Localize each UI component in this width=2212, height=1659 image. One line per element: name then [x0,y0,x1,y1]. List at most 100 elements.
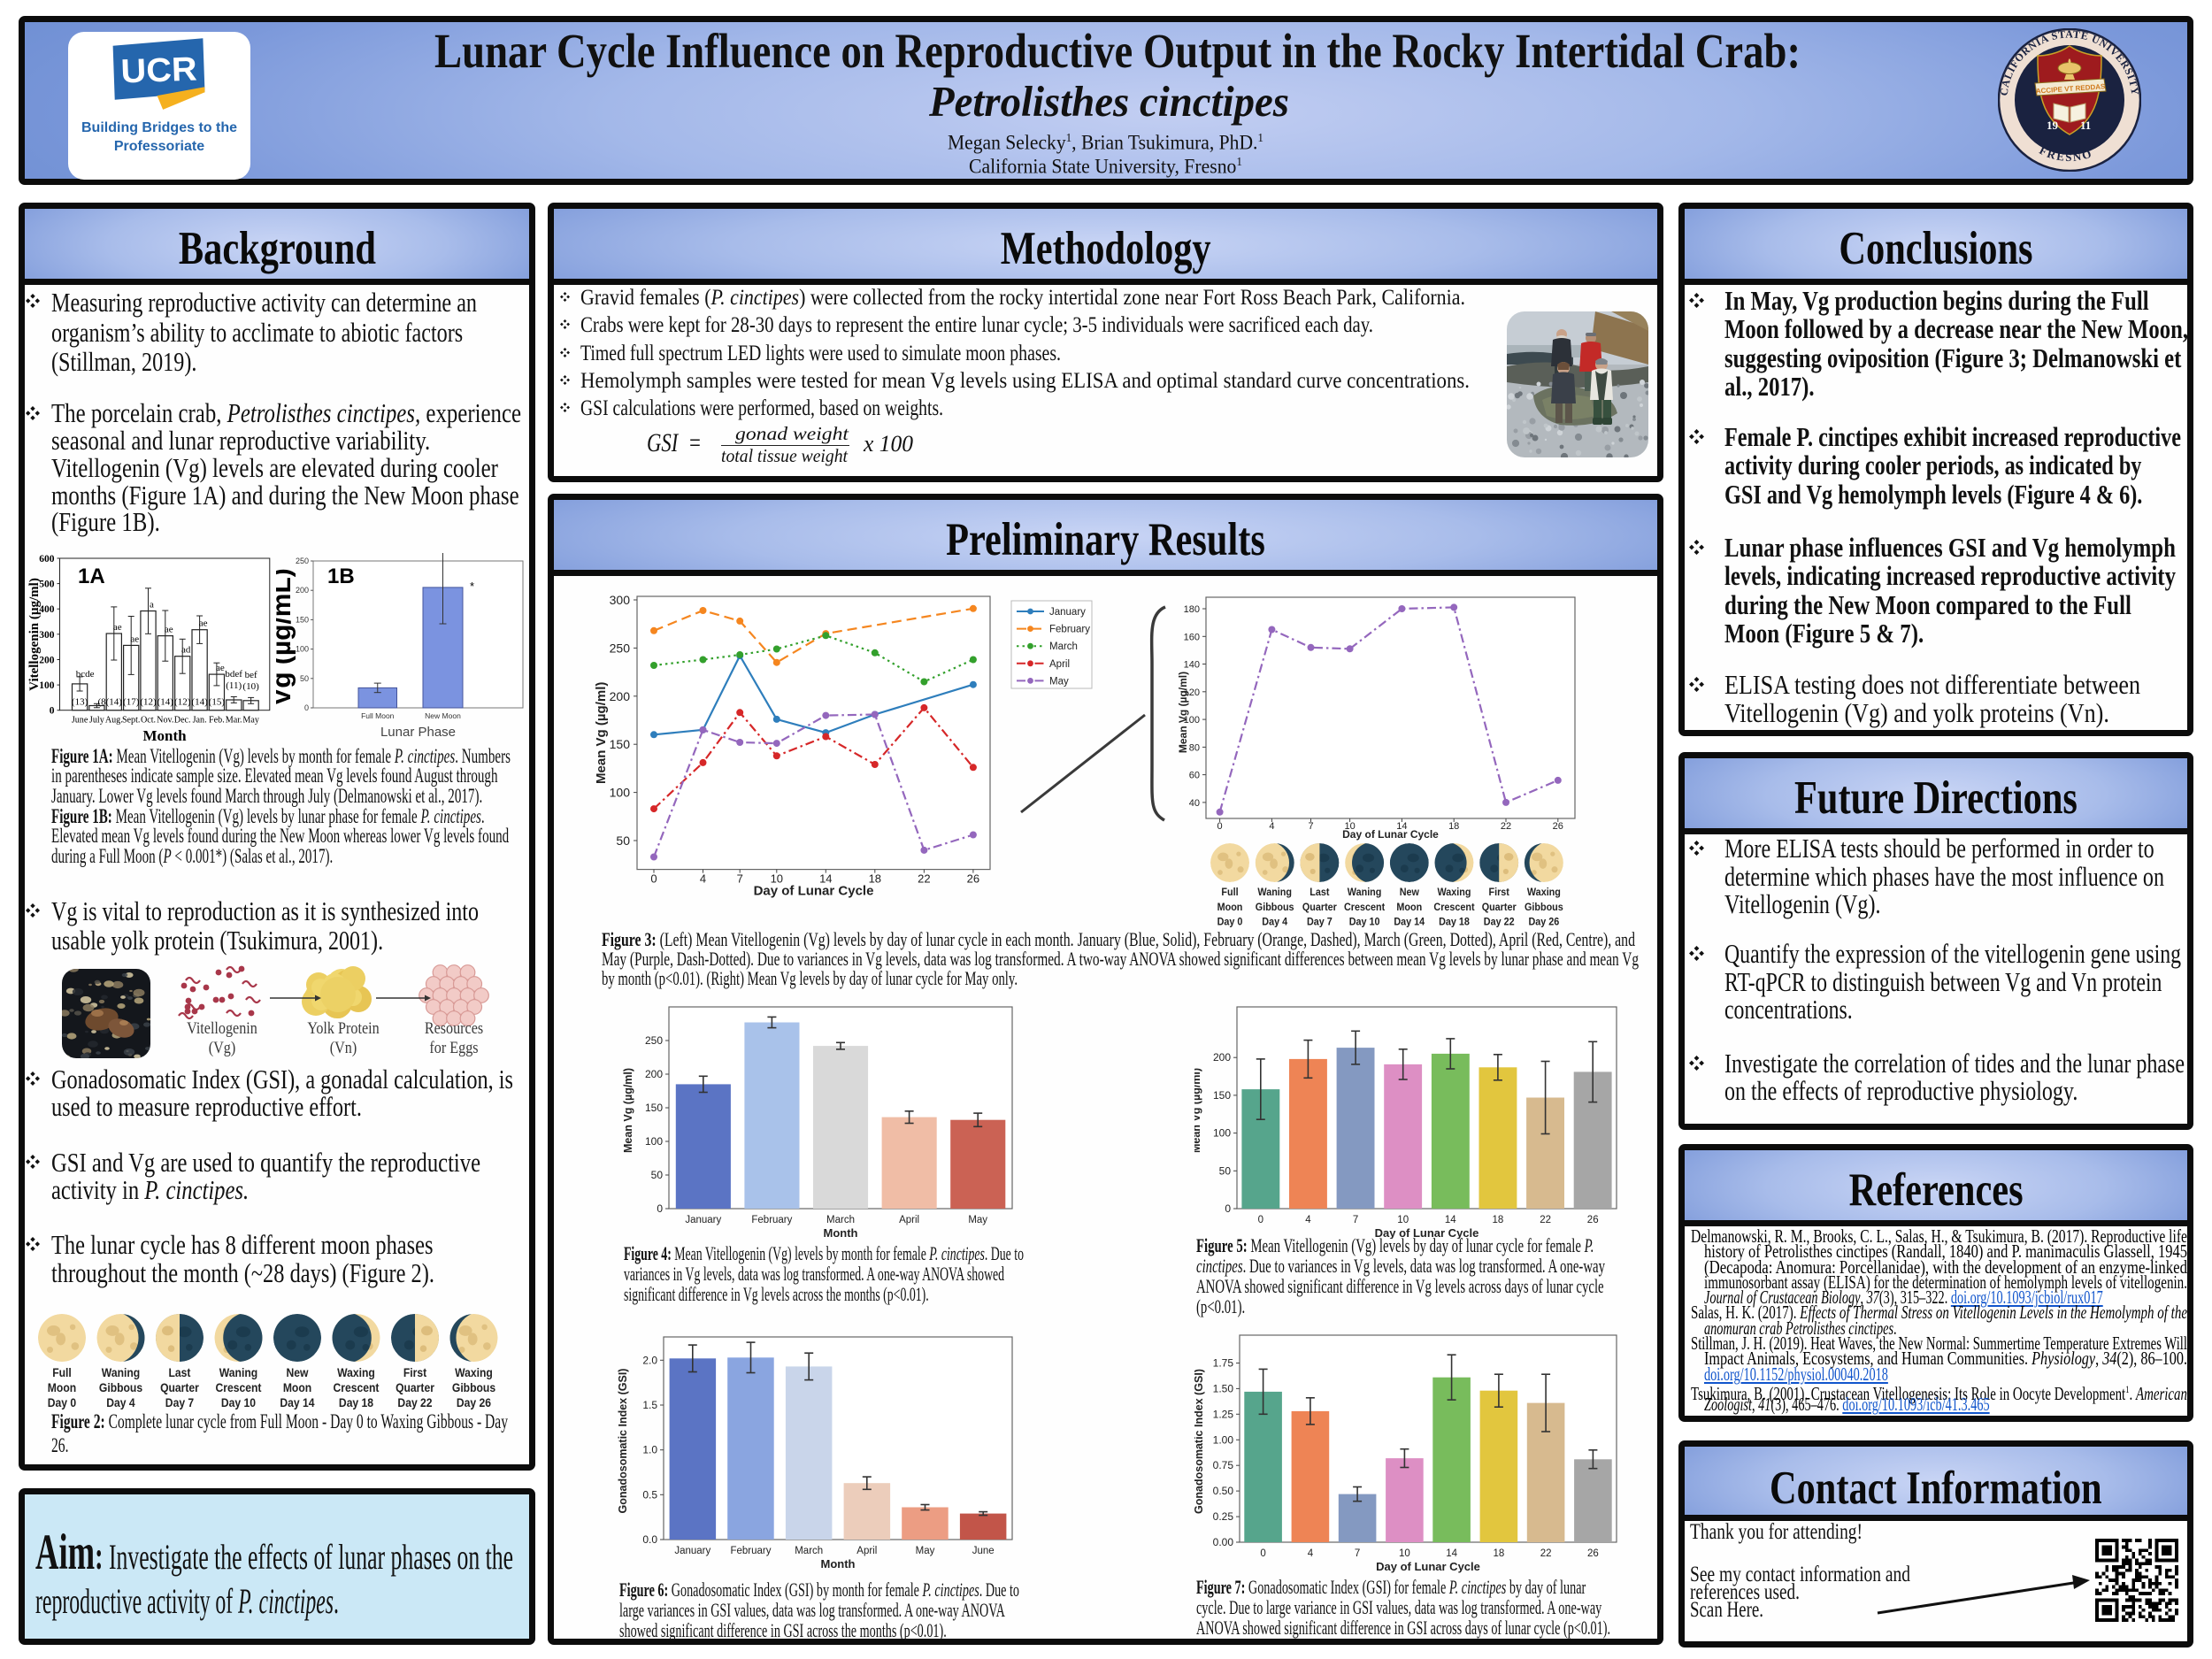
svg-text:Resources: Resources [425,1018,483,1038]
svg-text:ae: ae [216,663,225,673]
svg-text:150: 150 [610,737,631,751]
svg-text:Professoriate: Professoriate [114,139,204,154]
svg-text:60: 60 [1189,771,1200,781]
svg-text:0: 0 [650,872,657,886]
svg-text:(13): (13) [72,697,88,708]
svg-text:50: 50 [651,1169,664,1181]
svg-text:Crescent: Crescent [334,1380,380,1394]
svg-text:14: 14 [1445,1215,1456,1225]
svg-text:Month: Month [142,727,187,744]
svg-text:UCR: UCR [120,51,197,91]
svg-text:50: 50 [616,833,630,848]
svg-text:Gonadosomatic Index (GSI): Gonadosomatic Index (GSI) [1194,1369,1205,1514]
svg-text:Full: Full [1221,887,1238,899]
svg-text:Day 14: Day 14 [1394,917,1425,928]
svg-text:Waning: Waning [1348,887,1382,899]
svg-text:300: 300 [610,593,631,607]
svg-text:0: 0 [50,706,55,717]
svg-text:Waning: Waning [102,1365,140,1379]
svg-text:January: January [674,1546,710,1556]
svg-text:Day 4: Day 4 [106,1395,135,1409]
svg-text:Day 26: Day 26 [1529,917,1560,928]
svg-text:Day 14: Day 14 [280,1395,315,1409]
svg-text:Yolk Protein: Yolk Protein [307,1018,380,1038]
svg-text:Jan.: Jan. [193,715,207,725]
svg-text:January: January [685,1215,721,1225]
svg-text:200: 200 [296,586,309,595]
svg-text:for Eggs: for Eggs [429,1038,478,1057]
svg-text:Gonadosomatic Index (GSI): Gonadosomatic Index (GSI) [617,1369,629,1514]
svg-text:(12): (12) [174,697,191,708]
svg-text:Waxing: Waxing [1438,887,1471,899]
svg-text:(Vg): (Vg) [209,1038,236,1057]
svg-text:18: 18 [1493,1215,1504,1225]
svg-text:January: January [1049,607,1086,618]
svg-text:(14): (14) [157,697,174,708]
svg-text:1B: 1B [327,565,355,588]
svg-text:600: 600 [39,554,55,565]
svg-text:250: 250 [296,557,309,565]
svg-text:10: 10 [1399,1548,1410,1559]
svg-text:200: 200 [645,1068,663,1080]
svg-text:26: 26 [1553,821,1563,832]
svg-text:May: May [968,1215,987,1225]
svg-text:New: New [287,1365,309,1379]
svg-text:First: First [403,1365,427,1379]
svg-text:Month: Month [821,1557,856,1571]
svg-text:0: 0 [1217,821,1223,832]
svg-text:400: 400 [39,604,55,615]
svg-text:Lunar Phase: Lunar Phase [380,725,456,740]
svg-text:0.50: 0.50 [1213,1485,1234,1497]
svg-text:New Moon: New Moon [425,711,461,720]
svg-text:(17): (17) [123,697,140,708]
svg-text:0.5: 0.5 [642,1488,657,1501]
svg-text:Moon: Moon [48,1380,77,1394]
svg-text:ae: ae [113,622,122,633]
svg-text:(10): (10) [242,681,259,692]
svg-text:Moon: Moon [1217,902,1243,913]
svg-text:April: April [1049,659,1070,670]
svg-text:18: 18 [869,872,881,886]
svg-text:100: 100 [1184,715,1200,726]
svg-text:0: 0 [304,703,309,712]
svg-text:7: 7 [1355,1548,1360,1559]
svg-text:Day 10: Day 10 [221,1395,256,1409]
svg-text:Gibbous: Gibbous [99,1380,142,1394]
svg-text:0.0: 0.0 [642,1533,657,1546]
svg-text:(15): (15) [209,697,226,708]
svg-text:(14): (14) [191,697,208,708]
svg-text:May: May [242,715,259,725]
svg-text:Nov.: Nov. [157,715,173,725]
svg-text:ae: ae [130,634,139,644]
svg-text:200: 200 [610,689,631,703]
svg-text:0.75: 0.75 [1213,1459,1234,1471]
svg-text:7: 7 [737,872,743,886]
svg-text:200: 200 [39,656,55,666]
svg-text:100: 100 [296,645,309,654]
svg-text:0: 0 [657,1202,663,1215]
svg-text:Day 7: Day 7 [1307,917,1333,928]
svg-text:April: April [899,1215,919,1225]
svg-text:11: 11 [2080,119,2091,132]
svg-text:Quarter: Quarter [160,1380,199,1394]
svg-text:Full: Full [52,1365,72,1379]
svg-text:0.00: 0.00 [1213,1536,1234,1548]
svg-text:100: 100 [645,1135,663,1148]
svg-text:250: 250 [645,1034,663,1047]
svg-text:14: 14 [1396,821,1407,832]
svg-text:Mean Vg (µg/ml): Mean Vg (µg/ml) [1194,1068,1202,1153]
svg-text:26: 26 [1587,1215,1599,1225]
svg-text:1.00: 1.00 [1213,1433,1234,1446]
svg-text:Crescent: Crescent [1344,902,1385,913]
svg-text:Aug.: Aug. [105,715,123,725]
svg-text:Last: Last [169,1365,192,1379]
svg-text:Vitellogenin: Vitellogenin [187,1018,257,1038]
svg-text:150: 150 [296,615,309,624]
svg-text:50: 50 [300,674,309,683]
svg-text:0.25: 0.25 [1213,1510,1234,1523]
svg-text:1.50: 1.50 [1213,1382,1234,1394]
svg-text:(12): (12) [140,697,157,708]
svg-text:Moon: Moon [283,1380,312,1394]
svg-text:February: February [751,1215,792,1225]
svg-text:Vitellogenin (µg/ml): Vitellogenin (µg/ml) [27,578,42,691]
